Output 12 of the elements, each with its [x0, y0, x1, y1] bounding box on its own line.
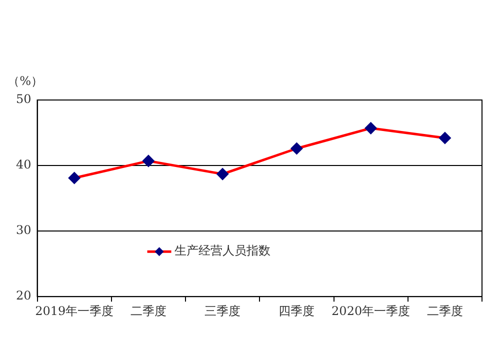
y-tick-label: 20 — [16, 288, 32, 303]
x-tick-label: 三季度 — [204, 304, 241, 318]
legend-label: 生产经营人员指数 — [174, 244, 270, 258]
y-axis-title: （%） — [8, 74, 43, 88]
x-tick-label: 四季度 — [278, 304, 315, 318]
y-tick-label: 30 — [16, 223, 32, 238]
y-tick-label: 40 — [16, 158, 32, 172]
x-tick-label: 2020年一季度 — [332, 304, 410, 318]
x-tick-label: 2019年一季度 — [35, 304, 114, 318]
y-tick-label: 50 — [16, 92, 32, 106]
x-tick-label: 二季度 — [426, 304, 463, 318]
x-tick-label: 二季度 — [130, 304, 166, 318]
